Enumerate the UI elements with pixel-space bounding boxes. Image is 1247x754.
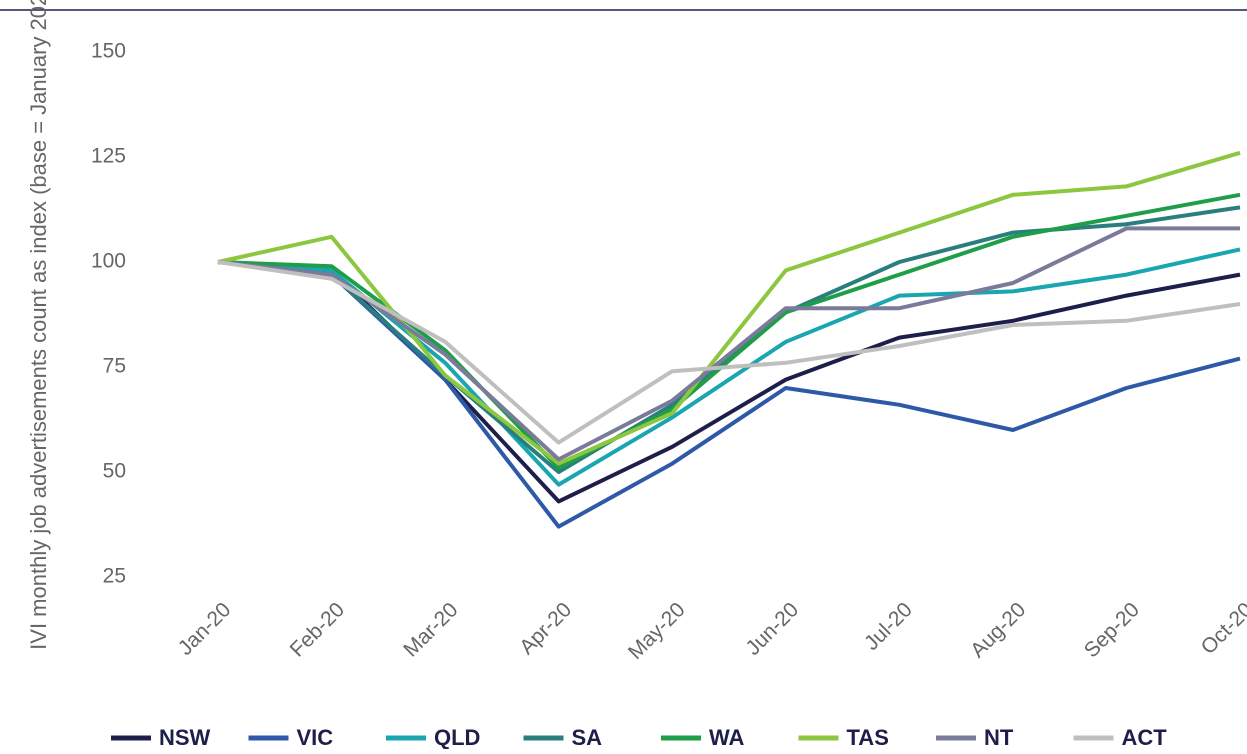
y-tick-label: 150 — [91, 40, 126, 63]
y-tick-label: 25 — [103, 565, 126, 588]
x-tick-label: Aug-20 — [966, 598, 1030, 662]
y-axis-label: IVI monthly job advertisements count as … — [26, 0, 51, 650]
y-tick-label: 100 — [91, 250, 126, 273]
x-tick-label: May-20 — [624, 598, 690, 664]
legend-label: VIC — [297, 725, 334, 749]
legend-label: QLD — [434, 725, 480, 749]
x-tick-label: Apr-20 — [515, 598, 576, 659]
x-tick-label: Jun-20 — [742, 598, 804, 660]
legend-label: SA — [572, 725, 603, 749]
y-tick-label: 50 — [103, 460, 126, 483]
legend-label: ACT — [1122, 725, 1168, 749]
x-tick-label: Feb-20 — [286, 598, 349, 661]
legend-label: NSW — [159, 725, 211, 749]
x-tick-label: Jan-20 — [174, 598, 236, 660]
series-line — [217, 260, 1241, 445]
x-tick-label: Jul-20 — [860, 598, 917, 655]
legend-label: WA — [709, 725, 745, 749]
x-tick-label: Oct-20 — [1197, 598, 1247, 659]
x-tick-label: Sep-20 — [1080, 598, 1144, 662]
series-line — [217, 226, 1240, 462]
x-tick-label: Mar-20 — [399, 598, 462, 661]
y-tick-label: 75 — [103, 355, 126, 378]
legend-label: NT — [984, 725, 1014, 749]
series-line — [217, 150, 1241, 466]
legend-label: TAS — [847, 725, 889, 749]
y-tick-label: 125 — [91, 145, 126, 168]
